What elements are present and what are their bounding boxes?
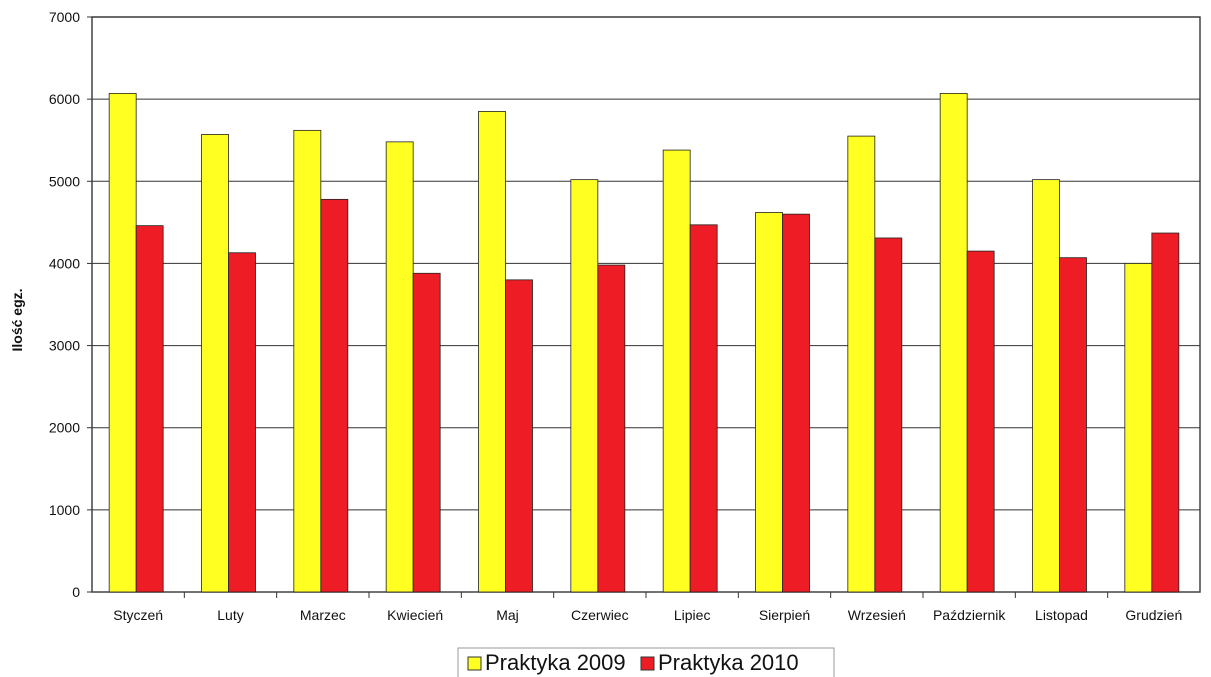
bar-praktyka-2010: [782, 213, 810, 593]
y-tick-label: 3000: [49, 338, 80, 354]
y-axis-label: Ilość egz.: [9, 288, 25, 351]
x-tick-label: Kwiecień: [387, 607, 443, 623]
x-tick-label: Sierpień: [759, 607, 810, 623]
bar-praktyka-2009: [478, 111, 506, 593]
bar-praktyka-2010: [412, 272, 441, 593]
bar-praktyka-2009: [385, 141, 414, 593]
bar-praktyka-2010: [135, 225, 164, 593]
x-tick-label: Listopad: [1035, 607, 1088, 623]
x-tick-label: Lipiec: [674, 607, 711, 623]
x-tick-label: Marzec: [300, 607, 346, 623]
bar-praktyka-2009: [108, 92, 137, 593]
bar-praktyka-2010: [874, 237, 903, 593]
y-tick-label: 7000: [49, 9, 80, 25]
x-tick-label: Grudzień: [1125, 607, 1182, 623]
x-tick-label: Luty: [217, 607, 243, 623]
bar-praktyka-2009: [847, 135, 876, 593]
y-tick-label: 5000: [49, 173, 80, 189]
x-axis-ticks: Styczeń Luty Marzec Kwiecień Maj Czerwiec Lipi…: [113, 592, 1182, 623]
legend: Praktyka 2009 Praktyka 2010: [457, 647, 835, 677]
bar-praktyka-2009: [939, 92, 968, 593]
y-tick-label: 1000: [49, 502, 80, 518]
bar-praktyka-2010: [1059, 257, 1087, 593]
bar-praktyka-2009: [293, 129, 322, 593]
legend-swatch-2010: [640, 656, 655, 671]
bar-praktyka-2010: [1151, 232, 1180, 593]
bars: [108, 92, 1180, 593]
bar-praktyka-2009: [570, 179, 599, 593]
x-tick-label: Styczeń: [113, 607, 163, 623]
bar-praktyka-2010: [597, 264, 626, 593]
y-tick-label: 4000: [49, 255, 80, 271]
y-tick-label: 0: [72, 584, 80, 600]
bar-praktyka-2010: [966, 250, 995, 593]
bar-praktyka-2009: [1124, 263, 1153, 593]
bar-praktyka-2010: [228, 252, 256, 593]
bar-praktyka-2009: [662, 149, 691, 593]
x-tick-label: Październik: [933, 607, 1006, 623]
x-tick-label: Maj: [496, 607, 519, 623]
bar-praktyka-2009: [1032, 179, 1060, 593]
bar-praktyka-2010: [320, 198, 349, 593]
legend-swatch-2009: [467, 656, 482, 671]
y-tick-label: 6000: [49, 91, 80, 107]
y-axis-ticks: 0 1000 2000 3000 4000 5000 6000 7000: [49, 9, 92, 600]
gridlines: [92, 16, 1200, 511]
y-tick-label: 2000: [49, 420, 80, 436]
bar-praktyka-2010: [689, 224, 718, 593]
bar-praktyka-2009: [201, 134, 229, 593]
legend-label-2009: Praktyka 2009: [485, 650, 626, 675]
plot-area: [91, 16, 1201, 593]
legend-label-2010: Praktyka 2010: [658, 650, 799, 675]
bar-praktyka-2010: [505, 279, 533, 593]
legend-box: [457, 647, 835, 677]
bar-praktyka-2009: [755, 212, 783, 593]
x-tick-label: Wrzesień: [848, 607, 906, 623]
x-tick-label: Czerwiec: [571, 607, 629, 623]
